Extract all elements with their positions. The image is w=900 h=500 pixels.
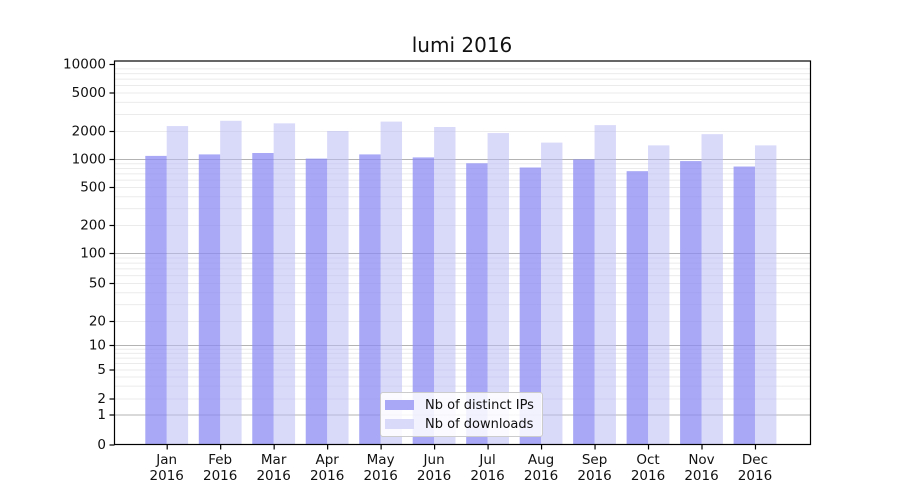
x-tick-label: Jun 2016: [417, 452, 451, 484]
y-tick-label: 20: [89, 314, 106, 330]
legend: Nb of distinct IPs Nb of downloads: [380, 392, 543, 437]
bar-downloads-jun: [434, 126, 456, 445]
y-tick-label: 100: [80, 246, 106, 262]
bar-downloads-dec: [754, 145, 777, 445]
bar-distinct-ips-jan: [145, 155, 167, 445]
legend-swatch-downloads-icon: [385, 419, 414, 429]
y-tick-label: 500: [80, 180, 106, 196]
y-tick-label: 10: [89, 338, 106, 354]
legend-label-downloads: Nb of downloads: [425, 416, 534, 432]
legend-swatch-distinct-ips-icon: [385, 400, 414, 410]
y-tick-label: 5000: [72, 85, 106, 101]
bar-distinct-ips-nov: [680, 161, 702, 445]
legend-item-distinct-ips: Nb of distinct IPs: [385, 397, 542, 413]
bar-downloads-feb: [220, 120, 242, 445]
y-tick-label: 5: [97, 362, 106, 378]
y-tick-label: 50: [89, 276, 106, 292]
chart-title: lumi 2016: [411, 33, 513, 57]
axes-frame: [113, 60, 812, 446]
bar-distinct-ips-oct: [626, 171, 649, 445]
x-tick-label: Mar 2016: [256, 452, 290, 484]
bar-distinct-ips-jun: [412, 157, 435, 445]
x-tick-label: Aug 2016: [524, 452, 558, 484]
bar-downloads-apr: [327, 131, 349, 445]
bar-distinct-ips-feb: [198, 154, 221, 445]
y-tick-label: 1: [97, 407, 106, 423]
bar-distinct-ips-aug: [519, 167, 542, 445]
x-tick-label: Oct 2016: [631, 452, 665, 484]
x-tick-label: Sep 2016: [577, 452, 611, 484]
bar-downloads-aug: [541, 142, 563, 445]
x-tick-label: Dec 2016: [738, 452, 772, 484]
x-tick-label: Jan 2016: [150, 452, 184, 484]
bar-distinct-ips-dec: [733, 166, 755, 445]
x-tick-label: Feb 2016: [203, 452, 237, 484]
legend-label-distinct-ips: Nb of distinct IPs: [425, 397, 534, 413]
legend-item-downloads: Nb of downloads: [385, 416, 542, 432]
y-tick-label: 2000: [72, 124, 106, 140]
bar-distinct-ips-apr: [305, 158, 328, 445]
y-tick-label: 10000: [63, 57, 106, 73]
bar-downloads-jul: [487, 133, 509, 445]
bar-downloads-jan: [166, 126, 189, 445]
bar-distinct-ips-jul: [466, 163, 488, 445]
bar-downloads-nov: [701, 134, 723, 445]
bar-distinct-ips-may: [359, 154, 381, 445]
bar-downloads-oct: [648, 145, 670, 445]
bar-distinct-ips-mar: [252, 153, 274, 445]
x-tick-label: Nov 2016: [684, 452, 718, 484]
x-tick-label: May 2016: [363, 452, 397, 484]
x-tick-label: Jul 2016: [470, 452, 504, 484]
y-tick-label: 200: [80, 218, 106, 234]
x-tick-label: Apr 2016: [310, 452, 344, 484]
y-tick-label: 0: [97, 437, 106, 453]
bar-downloads-mar: [273, 123, 296, 445]
bar-distinct-ips-sep: [573, 159, 595, 445]
y-tick-label: 1000: [72, 152, 106, 168]
y-tick-label: 2: [97, 391, 106, 407]
bar-downloads-sep: [594, 125, 616, 445]
bar-downloads-may: [380, 121, 403, 445]
